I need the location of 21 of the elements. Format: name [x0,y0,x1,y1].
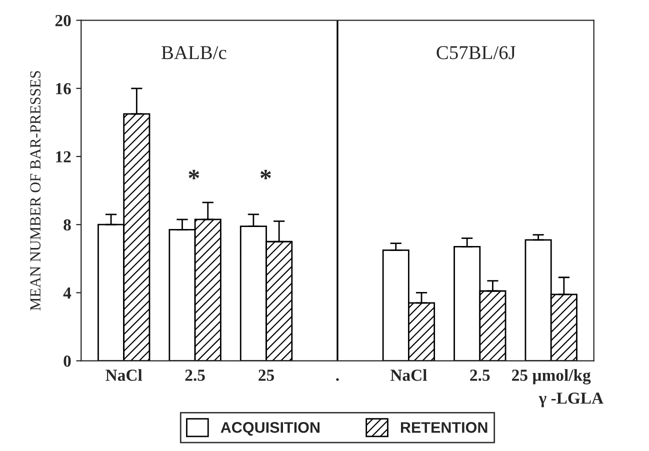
x-tick-label: 2.5 [185,370,205,381]
y-tick-label: 16 [56,83,71,94]
legend-label: ACQUISITION [220,422,320,436]
annotation: C57BL/6J [436,46,516,60]
y-tick-label: 12 [56,151,71,162]
annotation: * [188,170,200,180]
x-tick-label: . [336,378,339,381]
y-tick-label: 20 [55,14,71,26]
y-axis-title: MEAN NUMBER OF BAR-PRESSES [30,71,41,310]
x-tick-label: 25 µmol/kg [512,369,591,384]
legend-label: RETENTION [400,422,488,433]
x-tick-label: NaCl [106,369,142,381]
y-tick-label: 4 [63,288,72,298]
x-tick-label: 2.5 [470,370,490,381]
x-tick-label: 25 [258,370,274,381]
x-tick-label: NaCl [390,369,427,381]
x-axis-title: γ -LGLA [538,392,604,408]
annotation: * [260,170,271,180]
y-tick-label: 8 [64,219,71,231]
y-tick-label: 0 [64,356,71,367]
annotation: BALB/c [162,46,226,60]
